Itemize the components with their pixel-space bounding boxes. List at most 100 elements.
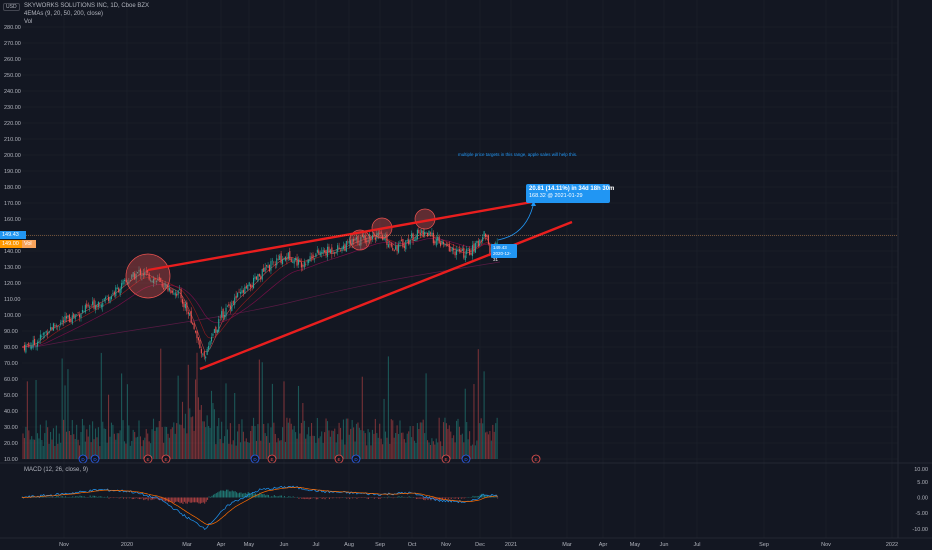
candle-body bbox=[395, 246, 397, 250]
volume-bar bbox=[324, 432, 326, 459]
macd-label[interactable]: MACD (12, 26, close, 9) bbox=[24, 467, 89, 473]
macd-histogram-bar bbox=[37, 496, 39, 498]
candle-body bbox=[324, 250, 326, 252]
volume-bar bbox=[422, 419, 424, 459]
volume-bar bbox=[152, 418, 155, 459]
macd-histogram-bar bbox=[368, 497, 370, 499]
candle-body bbox=[76, 314, 78, 316]
candle-body bbox=[52, 323, 54, 331]
macd-histogram-bar bbox=[307, 497, 309, 499]
volume-bar bbox=[364, 433, 366, 459]
volume-bar bbox=[166, 426, 168, 459]
volume-bar bbox=[351, 420, 353, 459]
candle-body bbox=[348, 240, 350, 244]
volume-bar bbox=[86, 429, 88, 459]
volume-bar bbox=[235, 445, 237, 459]
candle-body bbox=[479, 239, 481, 246]
time-tick: Jul bbox=[693, 542, 700, 548]
symbol-title[interactable]: SKYWORKS SOLUTIONS INC, 1D, Cboe BZX bbox=[24, 3, 150, 9]
volume-bar bbox=[61, 358, 63, 459]
candle-body bbox=[73, 313, 75, 318]
price-range-measure[interactable]: 20.81 (14.11%) in 34d 18h 30m 168.32 @ 2… bbox=[526, 184, 614, 203]
macd-histogram-bar bbox=[447, 497, 449, 500]
candle-body bbox=[60, 322, 62, 325]
macd-histogram-bar bbox=[121, 496, 123, 498]
volume-bar bbox=[293, 425, 295, 459]
volume-bar bbox=[154, 430, 156, 459]
volume-bar bbox=[444, 417, 446, 459]
macd-histogram-bar bbox=[223, 490, 225, 498]
candle-body bbox=[250, 284, 252, 288]
volume-bar bbox=[31, 436, 33, 459]
candle-body bbox=[409, 239, 411, 245]
candle-body bbox=[299, 259, 301, 262]
candle-body bbox=[64, 315, 66, 322]
candle-body bbox=[427, 232, 429, 237]
candle-body bbox=[486, 235, 488, 238]
annotation-note[interactable]: multiple price targets in this range, ap… bbox=[458, 152, 578, 157]
candle-body bbox=[222, 309, 224, 319]
macd-histogram-bar bbox=[495, 496, 497, 498]
volume-indicator-label[interactable]: Vol bbox=[24, 19, 33, 25]
candle-body bbox=[190, 310, 192, 324]
highlight-circle bbox=[349, 229, 371, 251]
volume-bar bbox=[247, 442, 249, 459]
macd-histogram-bar bbox=[353, 497, 355, 499]
currency-button[interactable]: USD bbox=[3, 3, 20, 11]
macd-histogram-bar bbox=[417, 497, 419, 499]
upper-trendline bbox=[147, 200, 533, 272]
candle-body bbox=[374, 237, 376, 240]
price-axis[interactable]: 280.00 270.00 260.00 250.00 240.00 230.00 220.… bbox=[4, 25, 21, 463]
chart-legend: SKYWORKS SOLUTIONS INC, 1D, Cboe BZX 4EM… bbox=[24, 2, 149, 26]
macd-histogram-bar bbox=[472, 495, 474, 498]
macd-histogram-bar bbox=[181, 497, 182, 503]
macd-histogram-bar bbox=[349, 497, 351, 500]
volume-bar bbox=[151, 429, 153, 459]
candle-body bbox=[366, 240, 368, 242]
candle-body bbox=[161, 283, 163, 287]
macd-histogram-bar bbox=[144, 497, 146, 500]
candle-body bbox=[418, 229, 420, 234]
volume-bar bbox=[141, 446, 143, 459]
volume-bar bbox=[286, 417, 288, 459]
marker-letter: E bbox=[146, 457, 149, 462]
volume-bar bbox=[276, 442, 278, 459]
date-price-label[interactable]: 149.43 2020-12-31 bbox=[491, 244, 517, 262]
candle-body bbox=[432, 232, 434, 244]
volume-bar bbox=[402, 432, 404, 459]
macd-histogram-bar bbox=[378, 497, 380, 499]
time-tick: Aug bbox=[344, 542, 354, 548]
candle-body bbox=[174, 292, 176, 296]
volume-bar bbox=[461, 433, 463, 459]
marker-letter: E bbox=[444, 457, 447, 462]
volume-bar bbox=[263, 423, 265, 459]
candle-body bbox=[393, 250, 395, 252]
candle-body bbox=[131, 274, 133, 280]
ema-indicator-label[interactable]: 4EMAs (9, 20, 50, 200, close) bbox=[24, 11, 104, 17]
macd-histogram-bar bbox=[66, 496, 68, 498]
macd-histogram-bar bbox=[72, 496, 74, 498]
volume-bar bbox=[305, 438, 307, 459]
volume-bar bbox=[102, 421, 104, 459]
volume-bar bbox=[47, 427, 49, 459]
macd-histogram-bar bbox=[298, 497, 300, 499]
candle-body bbox=[474, 243, 476, 253]
candle-body bbox=[283, 257, 285, 260]
candle-body bbox=[160, 277, 162, 282]
volume-bar bbox=[200, 405, 202, 459]
macd-histogram-bar bbox=[263, 494, 265, 498]
macd-histogram-bar bbox=[484, 494, 486, 498]
volume-bar bbox=[113, 433, 115, 459]
candle-body bbox=[371, 235, 373, 240]
volume-bar bbox=[289, 418, 291, 459]
price-tick: 220.00 bbox=[4, 121, 21, 127]
candle-body bbox=[419, 232, 421, 235]
macd-histogram-bar bbox=[83, 496, 85, 498]
volume-bar bbox=[224, 436, 226, 459]
volume-bar bbox=[373, 433, 375, 459]
volume-bar bbox=[67, 369, 69, 459]
macd-histogram-bar bbox=[233, 491, 235, 498]
candle-body bbox=[467, 248, 469, 250]
